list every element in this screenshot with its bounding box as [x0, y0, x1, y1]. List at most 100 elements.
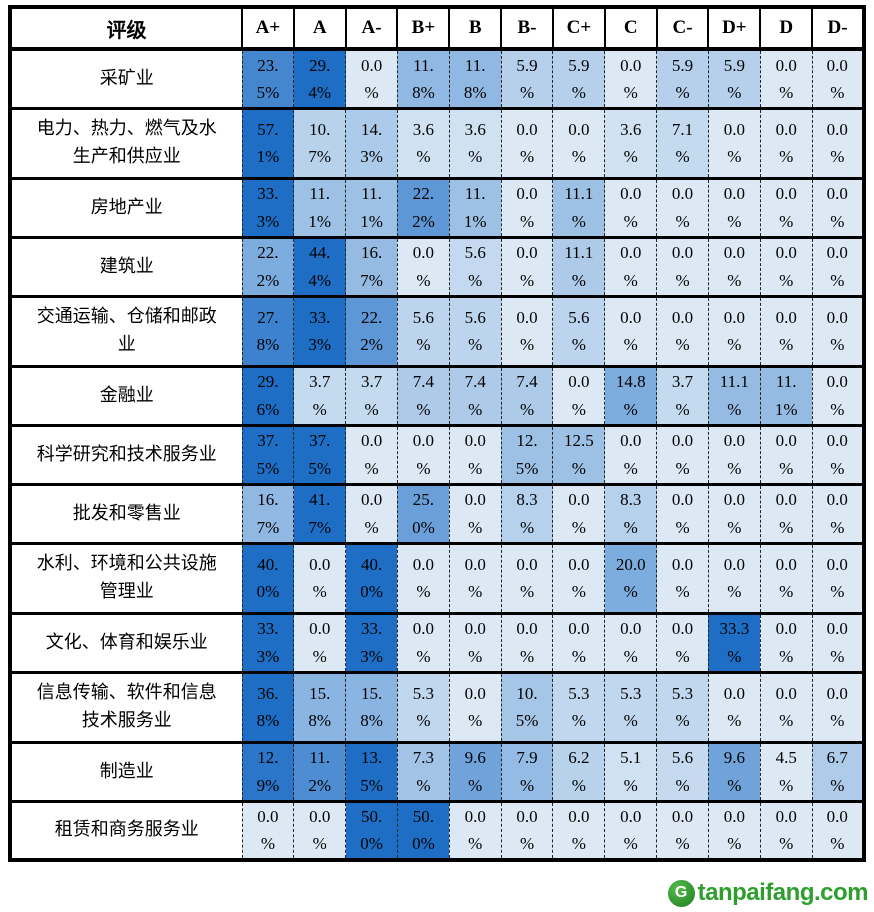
value-cell: 11. 1% [448, 178, 502, 237]
value-cell: 0.0 % [552, 613, 605, 672]
value-cell: 3.7 % [345, 366, 398, 425]
row-label: 房地产业 [10, 178, 242, 237]
value-cell: 0.0 % [345, 49, 398, 108]
row-label: 水利、环境和公共设施 管理业 [10, 543, 242, 613]
value-cell: 0.0 % [707, 237, 761, 296]
value-cell: 0.0 % [293, 613, 346, 672]
value-cell: 0.0 % [759, 543, 813, 613]
value-cell: 0.0 % [448, 543, 502, 613]
value-cell: 33. 3% [241, 178, 294, 237]
table-row: 电力、热力、燃气及水 生产和供应业 57. 1% 10. 7% 14. 3% 3.6 %… [10, 108, 864, 178]
value-cell: 27. 8% [241, 296, 294, 366]
value-cell: 0.0 % [345, 425, 398, 484]
value-cell: 0.0 % [811, 425, 864, 484]
value-cell: 0.0 % [604, 237, 657, 296]
value-cell: 5.6 % [656, 742, 709, 801]
value-cell: 0.0 % [448, 613, 502, 672]
value-cell: 0.0 % [448, 425, 502, 484]
value-cell: 0.0 % [552, 108, 605, 178]
value-cell: 13. 5% [345, 742, 398, 801]
value-cell: 0.0 % [707, 801, 761, 860]
value-cell: 8.3 % [604, 484, 657, 543]
value-cell: 5.9 % [500, 49, 553, 108]
value-cell: 0.0 % [396, 237, 450, 296]
value-cell: 0.0 % [500, 178, 553, 237]
column-header-a: A [292, 7, 346, 51]
value-cell: 22. 2% [241, 237, 294, 296]
value-cell: 0.0 % [811, 484, 864, 543]
row-label: 交通运输、仓储和邮政 业 [10, 296, 242, 366]
value-cell: 44. 4% [293, 237, 346, 296]
value-cell: 5.1 % [604, 742, 657, 801]
value-cell: 0.0 % [604, 801, 657, 860]
value-cell: 12. 5% [500, 425, 553, 484]
value-cell: 33. 3% [241, 613, 294, 672]
rating-distribution-table: 评级 A+ A A- B+ B B- C+ C C- D+ D D- 采矿业 23. 5% 29. 4% 0… [8, 5, 866, 862]
value-cell: 0.0 % [759, 296, 813, 366]
value-cell: 37. 5% [293, 425, 346, 484]
value-cell: 0.0 % [500, 237, 553, 296]
value-cell: 0.0 % [552, 366, 605, 425]
value-cell: 0.0 % [811, 49, 864, 108]
value-cell: 15. 8% [345, 672, 398, 742]
column-header-b-minus: B- [500, 7, 553, 51]
value-cell: 33. 3% [293, 296, 346, 366]
value-cell: 5.6 % [448, 296, 502, 366]
column-header-c-minusplus: C+ [551, 7, 605, 51]
value-cell: 29. 6% [241, 366, 294, 425]
table-row: 科学研究和技术服务业 37. 5% 37. 5% 0.0 % 0.0 % 0.0 % 12.… [10, 425, 864, 484]
value-cell: 5.9 % [552, 49, 605, 108]
value-cell: 0.0 % [552, 484, 605, 543]
value-cell: 0.0 % [759, 108, 813, 178]
value-cell: 0.0 % [707, 672, 761, 742]
row-label: 租赁和商务服务业 [10, 801, 242, 860]
table-row: 建筑业 22. 2% 44. 4% 16. 7% 0.0 % 5.6 % 0.0 % 11.1… [10, 237, 864, 296]
value-cell: 9.6 % [707, 742, 761, 801]
value-cell: 0.0 % [811, 543, 864, 613]
row-label: 信息传输、软件和信息 技术服务业 [10, 672, 242, 742]
value-cell: 25. 0% [396, 484, 450, 543]
value-cell: 0.0 % [293, 801, 346, 860]
row-label: 科学研究和技术服务业 [10, 425, 242, 484]
value-cell: 16. 7% [241, 484, 294, 543]
value-cell: 0.0 % [604, 425, 657, 484]
value-cell: 0.0 % [759, 484, 813, 543]
value-cell: 5.3 % [552, 672, 605, 742]
row-label: 批发和零售业 [10, 484, 242, 543]
value-cell: 0.0 % [656, 801, 709, 860]
value-cell: 0.0 % [811, 366, 864, 425]
value-cell: 23. 5% [241, 49, 294, 108]
value-cell: 0.0 % [759, 237, 813, 296]
value-cell: 0.0 % [811, 672, 864, 742]
value-cell: 11. 8% [448, 49, 502, 108]
value-cell: 7.9 % [500, 742, 553, 801]
row-label: 采矿业 [10, 49, 242, 108]
value-cell: 0.0 % [707, 108, 761, 178]
value-cell: 10. 7% [293, 108, 346, 178]
value-cell: 0.0 % [448, 801, 502, 860]
tanpaifang-logo-icon: G [667, 879, 695, 907]
value-cell: 0.0 % [500, 108, 553, 178]
value-cell: 0.0 % [656, 296, 709, 366]
table-row: 批发和零售业 16. 7% 41. 7% 0.0 % 25. 0% 0.0 % 8.3 % 0… [10, 484, 864, 543]
value-cell: 0.0 % [811, 108, 864, 178]
value-cell: 12.5 % [552, 425, 605, 484]
value-cell: 0.0 % [759, 613, 813, 672]
value-cell: 7.4 % [500, 366, 553, 425]
value-cell: 0.0 % [811, 237, 864, 296]
value-cell: 11. 1% [759, 366, 813, 425]
value-cell: 10. 5% [500, 672, 553, 742]
value-cell: 41. 7% [293, 484, 346, 543]
value-cell: 0.0 % [759, 801, 813, 860]
table-body: 采矿业 23. 5% 29. 4% 0.0 % 11. 8% 11. 8% 5.9 % 5.9… [10, 49, 864, 860]
table-row: 交通运输、仓储和邮政 业 27. 8% 33. 3% 22. 2% 5.6 % 5.6 %… [10, 296, 864, 366]
value-cell: 7.1 % [656, 108, 709, 178]
header-row: 评级 A+ A A- B+ B B- C+ C C- D+ D D- [10, 7, 864, 51]
column-header-c: C [603, 7, 657, 51]
watermark: G tanpaifang.com [667, 879, 869, 907]
value-cell: 36. 8% [241, 672, 294, 742]
value-cell: 0.0 % [604, 178, 657, 237]
watermark-text: tanpaifang.com [697, 879, 869, 906]
value-cell: 3.7 % [656, 366, 709, 425]
